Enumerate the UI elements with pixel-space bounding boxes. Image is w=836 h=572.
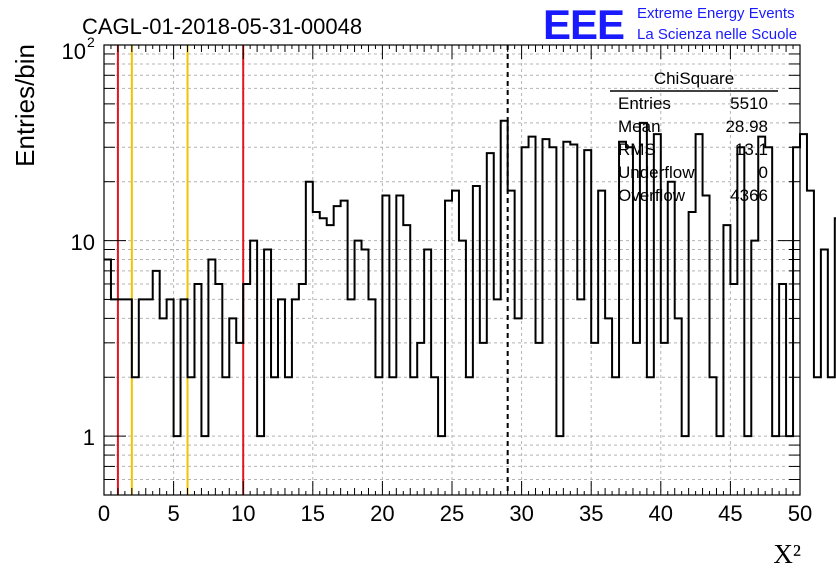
x-axis-label: X² xyxy=(773,539,801,569)
eee-logo-line2: La Scienza nelle Scuole xyxy=(637,26,797,43)
stats-value-mean: 28.98 xyxy=(725,117,768,136)
reference-lines xyxy=(116,45,509,495)
x-tick-labels: 0 5 10 15 20 25 30 35 40 45 50 xyxy=(98,501,812,526)
x-tick-label-40: 40 xyxy=(649,501,673,526)
y-tick-label-100-exponent: 2 xyxy=(87,34,95,50)
stats-box: ChiSquare Entries 5510 Mean 28.98 RMS 13… xyxy=(610,69,778,205)
stats-label-rms: RMS xyxy=(618,140,656,159)
x-tick-label-5: 5 xyxy=(167,501,179,526)
x-tick-label-25: 25 xyxy=(440,501,464,526)
eee-logo-line1: Extreme Energy Events xyxy=(637,5,795,22)
x-tick-label-0: 0 xyxy=(98,501,110,526)
x-tick-label-15: 15 xyxy=(301,501,325,526)
grid-lines xyxy=(104,45,800,495)
stats-value-overflow: 4366 xyxy=(730,186,768,205)
x-tick-label-50: 50 xyxy=(788,501,812,526)
stats-label-overflow: Overflow xyxy=(618,186,686,205)
y-axis-label: Entries/bin xyxy=(10,44,40,167)
stats-label-mean: Mean xyxy=(618,117,661,136)
x-tick-label-10: 10 xyxy=(231,501,255,526)
histogram-step-line xyxy=(104,119,836,438)
stats-box-title: ChiSquare xyxy=(654,69,734,88)
chart-title: CAGL-01-2018-05-31-00048 xyxy=(82,14,362,39)
y-tick-label-10: 10 xyxy=(71,230,95,255)
x-tick-label-45: 45 xyxy=(718,501,742,526)
x-tick-label-30: 30 xyxy=(509,501,533,526)
eee-logo-mark: EEE xyxy=(543,1,624,48)
eee-logo: EEE Extreme Energy Events La Scienza nel… xyxy=(543,1,797,48)
stats-value-entries: 5510 xyxy=(730,94,768,113)
axis-ticks xyxy=(103,44,801,496)
x-tick-label-20: 20 xyxy=(370,501,394,526)
stats-value-rms: 13.1 xyxy=(735,140,768,159)
y-tick-label-1: 1 xyxy=(83,425,95,450)
y-tick-label-100: 10 xyxy=(62,39,86,64)
stats-label-underflow: Underflow xyxy=(618,163,695,182)
stats-value-underflow: 0 xyxy=(759,163,768,182)
stats-label-entries: Entries xyxy=(618,94,671,113)
x-tick-label-35: 35 xyxy=(579,501,603,526)
